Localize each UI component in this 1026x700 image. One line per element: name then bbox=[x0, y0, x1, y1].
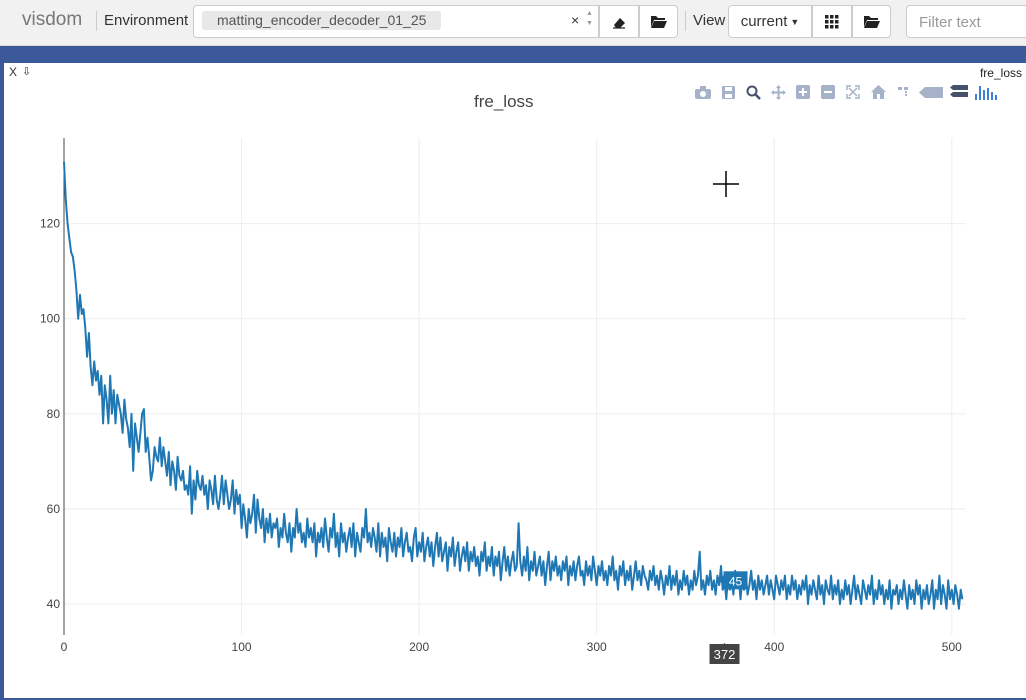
view-value: current bbox=[740, 13, 788, 30]
x-tick-label: 400 bbox=[764, 640, 784, 654]
brand-logo[interactable]: visdom bbox=[22, 9, 83, 30]
environment-stepper[interactable]: ▲ ▼ bbox=[586, 10, 593, 27]
compare-data-icon[interactable] bbox=[950, 83, 968, 101]
crosshair-cursor bbox=[713, 171, 739, 197]
x-tick-label: 100 bbox=[232, 640, 252, 654]
y-tick-label: 40 bbox=[47, 597, 61, 611]
gridlines bbox=[64, 138, 966, 635]
zoom-in-icon[interactable] bbox=[794, 83, 812, 101]
y-tick-label: 120 bbox=[40, 217, 60, 231]
plotly-logo-icon[interactable] bbox=[975, 83, 999, 101]
hover-y-box bbox=[723, 571, 748, 590]
hover-x-label: 372 bbox=[714, 647, 736, 662]
top-navbar: visdom Environment matting_encoder_decod… bbox=[0, 0, 1026, 46]
environment-label: Environment bbox=[104, 12, 189, 29]
zoom-out-icon[interactable] bbox=[819, 83, 837, 101]
filter-input[interactable]: Filter text bbox=[906, 5, 1026, 38]
zoom-icon[interactable] bbox=[744, 83, 762, 101]
download-icon[interactable]: ⇩ bbox=[22, 66, 32, 78]
hover-overlay: 45 372 bbox=[709, 571, 748, 664]
close-pane-button[interactable]: X bbox=[9, 65, 18, 79]
x-tick-label: 500 bbox=[942, 640, 962, 654]
camera-icon[interactable] bbox=[694, 83, 712, 101]
home-icon[interactable] bbox=[869, 83, 887, 101]
x-tick-label: 200 bbox=[409, 640, 429, 654]
nav-divider bbox=[685, 11, 686, 31]
plot-title: fre_loss bbox=[474, 92, 534, 111]
manage-views-button[interactable] bbox=[852, 5, 891, 38]
y-tick-label: 100 bbox=[40, 312, 60, 326]
save-icon[interactable] bbox=[719, 83, 737, 101]
y-tick-label: 80 bbox=[47, 407, 61, 421]
view-label: View bbox=[693, 12, 726, 29]
grid-icon bbox=[825, 14, 839, 28]
autoscale-icon[interactable] bbox=[844, 83, 862, 101]
show-closest-icon[interactable] bbox=[919, 83, 943, 101]
folder-open-icon bbox=[650, 16, 667, 28]
plot-modebar bbox=[694, 82, 999, 102]
x-tick-label: 0 bbox=[61, 640, 68, 654]
loss-series-line[interactable] bbox=[63, 161, 964, 610]
tick-labels: 0 100 200 300 400 500 40 60 80 100 120 bbox=[40, 217, 962, 654]
spike-lines-icon[interactable] bbox=[894, 83, 912, 101]
hover-y-label: 45 bbox=[729, 574, 743, 588]
view-dropdown[interactable]: current ▼ bbox=[728, 5, 812, 38]
pane-title: fre_loss bbox=[979, 66, 1022, 80]
nav-divider bbox=[96, 11, 97, 31]
manage-env-button[interactable] bbox=[639, 5, 678, 38]
caret-down-icon: ▼ bbox=[790, 16, 800, 27]
environment-tag[interactable]: matting_encoder_decoder_01_25 bbox=[202, 11, 442, 30]
environment-select[interactable]: matting_encoder_decoder_01_25 × ▲ ▼ bbox=[193, 5, 599, 38]
clear-env-button[interactable] bbox=[599, 5, 639, 38]
clear-environment-button[interactable]: × bbox=[571, 12, 580, 28]
x-tick-label: 300 bbox=[587, 640, 607, 654]
folder-open-icon bbox=[863, 16, 880, 28]
y-tick-label: 60 bbox=[47, 502, 61, 516]
eraser-icon bbox=[613, 17, 625, 29]
hover-x-box bbox=[709, 644, 740, 664]
pan-icon[interactable] bbox=[769, 83, 787, 101]
repack-button[interactable] bbox=[812, 5, 852, 38]
